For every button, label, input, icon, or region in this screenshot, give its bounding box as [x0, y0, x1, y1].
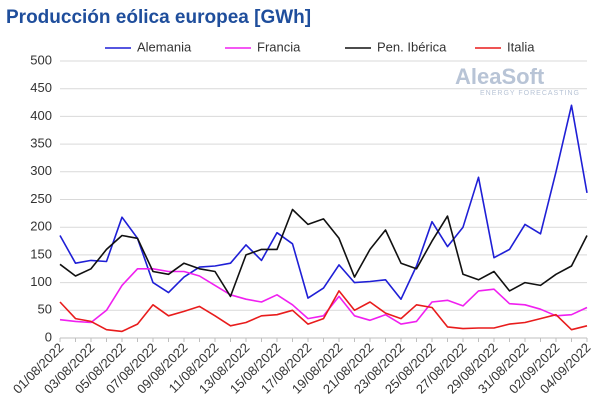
legend-label: Francia: [257, 39, 301, 54]
y-tick-label: 250: [30, 191, 52, 206]
chart-title: Producción eólica europea [GWh]: [6, 7, 311, 28]
y-tick-label: 150: [30, 246, 52, 261]
series-line: [59, 208, 588, 298]
legend-label: Pen. Ibérica: [377, 39, 447, 54]
y-tick-label: 300: [30, 163, 52, 178]
y-tick-label: 450: [30, 80, 52, 95]
legend-label: Italia: [507, 39, 535, 54]
legend-label: Alemania: [137, 39, 192, 54]
y-tick-label: 500: [30, 52, 52, 67]
series-line: [59, 290, 588, 333]
y-tick-label: 400: [30, 108, 52, 123]
series-line: [59, 268, 588, 325]
y-tick-label: 200: [30, 219, 52, 234]
watermark: AleaSoft: [455, 64, 545, 89]
y-tick-label: 100: [30, 274, 52, 289]
y-tick-label: 50: [38, 302, 52, 317]
series-line: [59, 104, 588, 300]
watermark-sub: ENERGY FORECASTING: [480, 90, 580, 97]
y-tick-label: 0: [45, 329, 52, 344]
y-tick-label: 350: [30, 136, 52, 151]
